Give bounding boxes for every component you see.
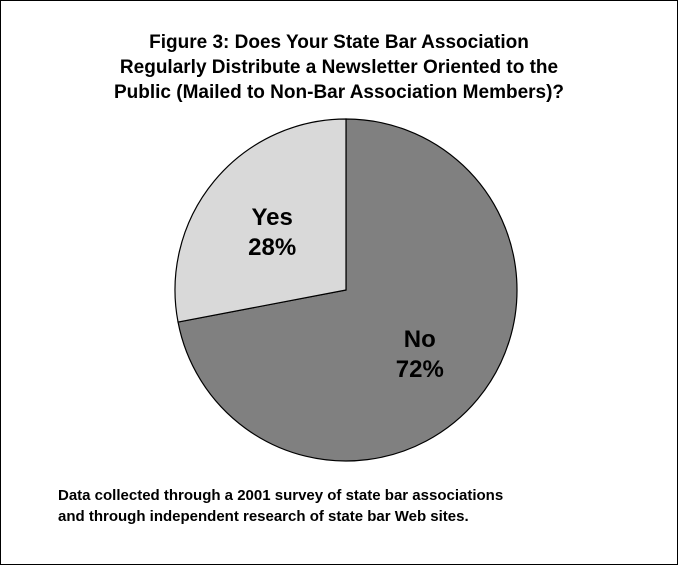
chart-note-line-2: and through independent research of stat… — [58, 508, 469, 525]
slice-value-yes: 28% — [248, 234, 296, 261]
pie-slice-yes — [174, 118, 347, 323]
chart-title-line-2: Regularly Distribute a Newsletter Orient… — [119, 57, 559, 78]
chart-title-line-3: Public (Mailed to Non-Bar Association Me… — [113, 82, 565, 103]
chart-title-line-1: Figure 3: Does Your State Bar Associatio… — [149, 32, 529, 53]
chart-note-line-1: Data collected through a 2001 survey of … — [58, 487, 504, 504]
pie-slice-no — [177, 118, 518, 462]
slice-value-no: 72% — [396, 356, 444, 383]
chart-note: Data collected through a 2001 survey of … — [58, 485, 658, 527]
pie-labels: No 72% Yes 28% — [248, 204, 444, 383]
chart-title: Figure 3: Does Your State Bar Associatio… — [0, 30, 678, 105]
pie-slices — [174, 118, 518, 462]
slice-label-no: No — [404, 326, 436, 353]
slice-label-yes: Yes — [252, 204, 293, 231]
